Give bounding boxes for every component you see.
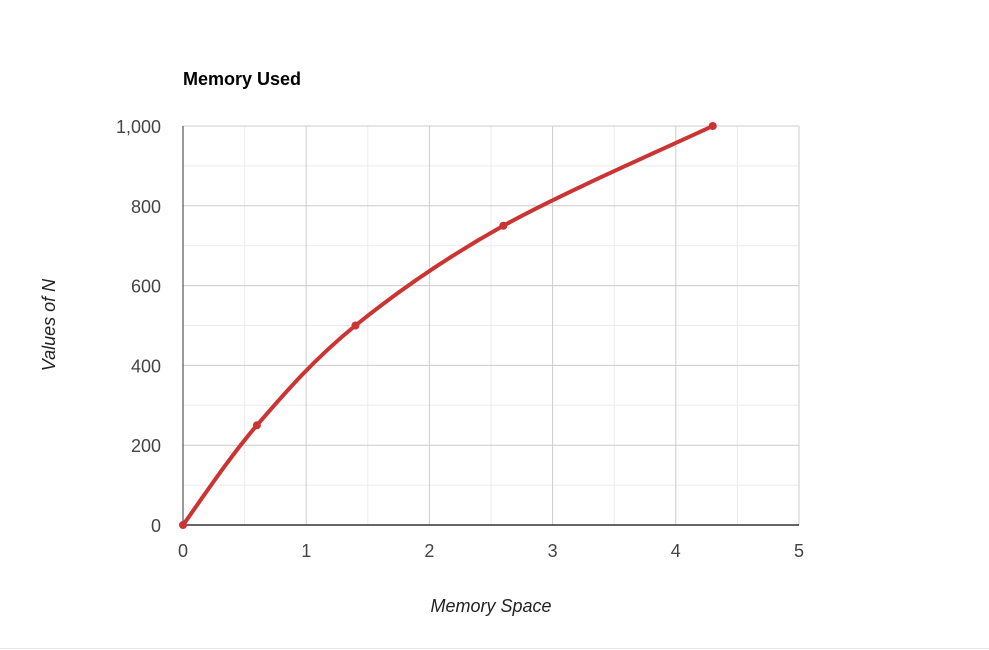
minor-gridlines <box>183 126 799 525</box>
y-tick-label: 600 <box>131 277 161 297</box>
y-axis-label: Values of N <box>39 278 59 371</box>
y-tick-label: 1,000 <box>116 117 161 137</box>
data-point[interactable] <box>709 122 717 130</box>
bottom-divider <box>0 648 989 649</box>
x-tick-label: 3 <box>548 541 558 561</box>
y-tick-label: 800 <box>131 197 161 217</box>
x-tick-label: 4 <box>671 541 681 561</box>
x-tick-label: 1 <box>301 541 311 561</box>
data-point[interactable] <box>253 421 261 429</box>
y-tick-label: 200 <box>131 436 161 456</box>
data-point[interactable] <box>179 521 187 529</box>
y-tick-label: 0 <box>151 516 161 536</box>
data-point[interactable] <box>499 222 507 230</box>
x-tick-label: 0 <box>178 541 188 561</box>
x-tick-labels: 0 1 2 3 4 5 <box>178 541 804 561</box>
chart-title: Memory Used <box>183 69 301 89</box>
y-tick-labels: 0 200 400 600 800 1,000 <box>116 117 161 536</box>
x-tick-label: 5 <box>794 541 804 561</box>
data-point[interactable] <box>351 322 359 330</box>
x-tick-label: 2 <box>424 541 434 561</box>
y-tick-label: 400 <box>131 356 161 376</box>
x-axis-label: Memory Space <box>430 596 551 616</box>
